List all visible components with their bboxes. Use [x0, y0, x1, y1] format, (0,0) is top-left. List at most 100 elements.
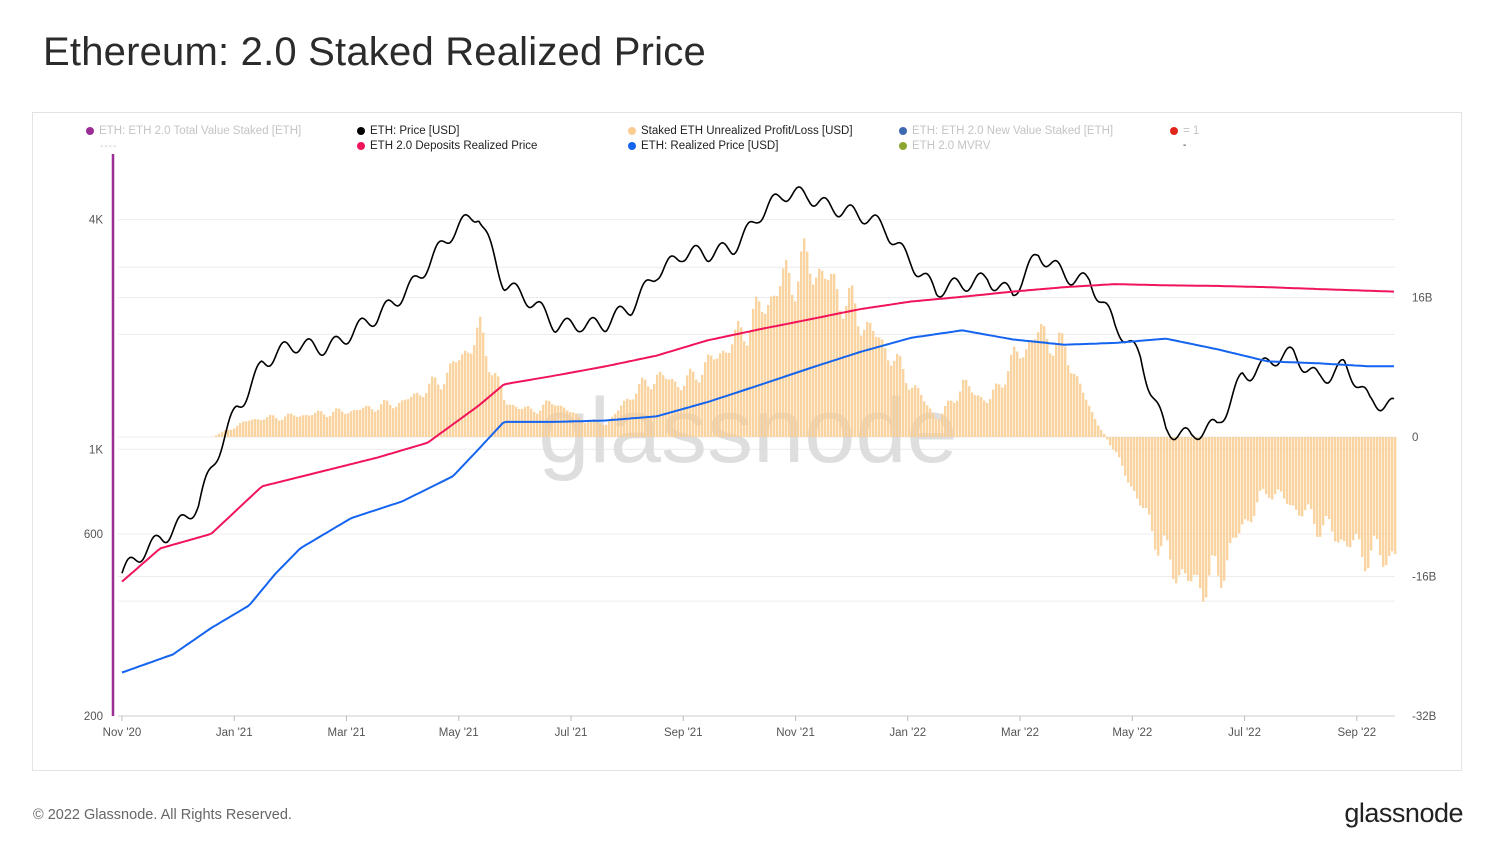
unrealized-pl-bar [545, 400, 548, 437]
unrealized-pl-bar [1019, 358, 1022, 437]
unrealized-pl-bar [1172, 437, 1175, 579]
unrealized-pl-bar [962, 379, 965, 437]
legend-dash-icon: - [1183, 140, 1188, 151]
unrealized-pl-bar [662, 375, 665, 437]
unrealized-pl-bar [848, 287, 851, 437]
unrealized-pl-bar [1373, 437, 1376, 536]
legend-item-eth-price[interactable]: ETH: Price [USD] [357, 125, 459, 137]
unrealized-pl-bar [1118, 437, 1121, 458]
unrealized-pl-bar [857, 326, 860, 437]
x-tick-label: Mar '22 [1001, 727, 1039, 739]
legend-dot-icon [628, 127, 636, 135]
unrealized-pl-bar [1124, 437, 1127, 476]
unrealized-pl-bar [932, 413, 935, 437]
legend-item-realized-price[interactable]: ETH: Realized Price [USD] [628, 140, 778, 152]
unrealized-pl-bar [263, 419, 266, 437]
unrealized-pl-bar [1145, 437, 1148, 509]
unrealized-pl-bar [467, 352, 470, 437]
unrealized-pl-bar [1226, 437, 1229, 561]
unrealized-pl-bar [449, 363, 452, 437]
unrealized-pl-bar [1382, 437, 1385, 568]
unrealized-pl-bar [788, 272, 791, 437]
unrealized-pl-bar [227, 429, 230, 437]
unrealized-pl-bar [1043, 326, 1046, 437]
unrealized-pl-bar [377, 409, 380, 437]
unrealized-pl-bar [974, 395, 977, 437]
unrealized-pl-bar [956, 400, 959, 437]
unrealized-pl-bar [1142, 437, 1145, 508]
unrealized-pl-bar [1154, 437, 1157, 550]
unrealized-pl-bar [950, 400, 953, 437]
unrealized-pl-bar [1271, 437, 1274, 500]
unrealized-pl-bar [881, 339, 884, 437]
unrealized-pl-bar [1103, 433, 1106, 437]
unrealized-pl-bar [1391, 437, 1394, 552]
legend-dash-icon: ---- [100, 141, 118, 152]
legend-item-new-value-staked[interactable]: ETH: ETH 2.0 New Value Staked [ETH] [899, 125, 1113, 137]
unrealized-pl-bar [908, 389, 911, 437]
unrealized-pl-bar [800, 251, 803, 437]
unrealized-pl-bar [1091, 412, 1094, 437]
unrealized-pl-bar [827, 279, 830, 437]
y-left-tick-label: 1K [89, 444, 103, 456]
unrealized-pl-bar [290, 413, 293, 437]
unrealized-pl-bar [578, 417, 581, 437]
unrealized-pl-bar [1151, 437, 1154, 532]
unrealized-pl-bar [794, 301, 797, 437]
unrealized-pl-bar [1361, 437, 1364, 558]
unrealized-pl-bar [347, 413, 350, 437]
x-tick-label: Mar '21 [328, 727, 366, 739]
unrealized-pl-bar [365, 405, 368, 437]
unrealized-pl-bar [1025, 349, 1028, 437]
unrealized-pl-bar [455, 362, 458, 437]
unrealized-pl-bar [1313, 437, 1316, 524]
unrealized-pl-bar [353, 409, 356, 437]
unrealized-pl-bar [701, 374, 704, 437]
unrealized-pl-bar [1262, 437, 1265, 489]
unrealized-pl-bar [680, 390, 683, 437]
unrealized-pl-bar [764, 313, 767, 437]
unrealized-pl-bar [254, 418, 257, 437]
unrealized-pl-bar [746, 345, 749, 437]
legend-item-unrealized-pl[interactable]: Staked ETH Unrealized Profit/Loss [USD] [628, 125, 853, 137]
unrealized-pl-bar [944, 405, 947, 437]
unrealized-pl-bar [983, 400, 986, 437]
legend-label: = 1 [1183, 125, 1200, 137]
unrealized-pl-bar [1319, 437, 1322, 537]
legend-dot-icon [628, 142, 636, 150]
legend-item-total-value-staked[interactable]: ETH: ETH 2.0 Total Value Staked [ETH] [86, 125, 301, 137]
unrealized-pl-bar [1388, 437, 1391, 556]
unrealized-pl-bar [1115, 437, 1118, 453]
unrealized-pl-bar [1349, 437, 1352, 548]
unrealized-pl-bar [1376, 437, 1379, 540]
unrealized-pl-bar [1193, 437, 1196, 575]
unrealized-pl-bar [986, 402, 989, 437]
unrealized-pl-bar [653, 383, 656, 437]
unrealized-pl-bar [869, 322, 872, 437]
unrealized-pl-bar [1037, 332, 1040, 437]
unrealized-pl-bar [968, 386, 971, 437]
unrealized-pl-bar [716, 358, 719, 437]
unrealized-pl-bar [1340, 437, 1343, 540]
unrealized-pl-bar [305, 414, 308, 437]
unrealized-pl-bar [1310, 437, 1313, 510]
unrealized-pl-bar [1202, 437, 1205, 602]
legend-label: ETH: ETH 2.0 Total Value Staked [ETH] [99, 125, 302, 137]
unrealized-pl-bar [236, 425, 239, 437]
unrealized-pl-bar [416, 392, 419, 437]
legend-item-equals-one[interactable]: = 1 [1170, 125, 1199, 137]
unrealized-pl-bar [1085, 399, 1088, 437]
unrealized-pl-bar [971, 392, 974, 437]
legend-item-deposits-realized-price[interactable]: ETH 2.0 Deposits Realized Price [357, 140, 537, 152]
unrealized-pl-bar [674, 381, 677, 437]
legend-dot-icon [357, 142, 365, 150]
y-right-tick-label: -32B [1412, 711, 1437, 723]
unrealized-pl-bar [458, 360, 461, 437]
unrealized-pl-bar [251, 419, 254, 437]
unrealized-pl-bar [590, 419, 593, 437]
legend-dot-icon [357, 127, 365, 135]
unrealized-pl-bar [707, 354, 710, 437]
legend-item-mvrv[interactable]: ETH 2.0 MVRV [899, 140, 990, 152]
unrealized-pl-bar [443, 384, 446, 437]
unrealized-pl-bar [500, 387, 503, 437]
